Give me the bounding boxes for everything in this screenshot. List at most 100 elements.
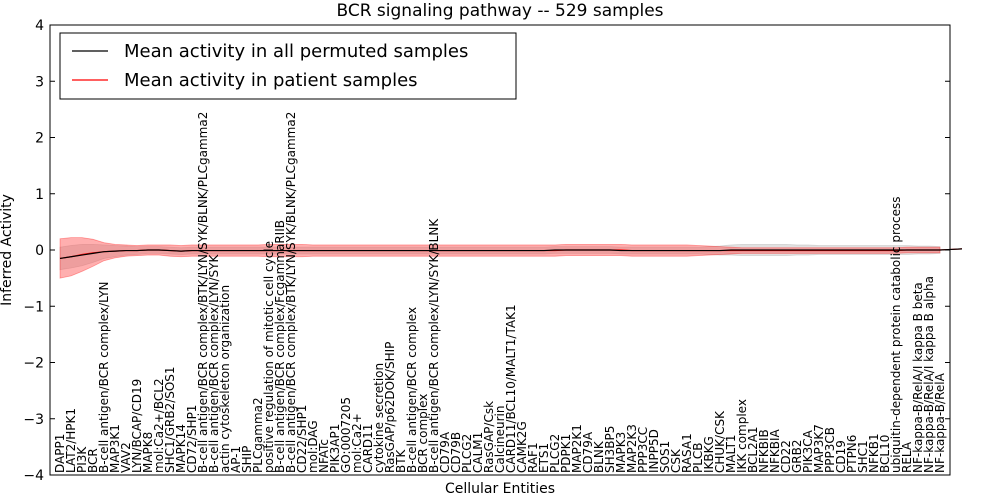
x-tick-label: CARD11 (361, 424, 375, 473)
x-tick-label: RasGAP/p62DOK/SHIP (383, 342, 397, 473)
y-tick-label: 0 (35, 243, 44, 259)
y-tick-label: −3 (23, 412, 44, 428)
x-tick-label: B-cell antigen/BCR complex/BTK/LYN/SYK/B… (284, 112, 298, 473)
x-tick-label: MAP3K1 (108, 424, 122, 473)
x-tick-label: NFKBIB (757, 429, 771, 473)
x-tick-label: DAPP1 (53, 434, 67, 473)
x-tick-label: B-cell antigen/BCR complex (405, 307, 419, 473)
x-tick-label: BCR complex (416, 394, 430, 473)
y-tick-label: 2 (35, 131, 44, 147)
x-tick-label: PPP3CB (823, 427, 837, 473)
x-tick-label: PLCG2 (460, 434, 474, 473)
x-tick-label: mol:Ca2+/BCL2 (152, 378, 166, 473)
x-tick-label: B-cell antigen/BCR complex/FcgammaRIIB (273, 220, 287, 473)
legend-label-permuted: Mean activity in all permuted samples (124, 41, 468, 62)
x-tick-label: MAP2K1 (570, 424, 584, 473)
x-tick-label: IKBKG (702, 436, 716, 473)
x-tick-label: RELA (900, 441, 914, 473)
y-tick-label: −4 (23, 468, 44, 484)
x-tick-label: PIK3CA (801, 429, 815, 473)
x-tick-label: MAP2K3 (625, 424, 639, 473)
x-tick-label: PLCG2 (548, 434, 562, 473)
x-tick-label: cytokine secretion (372, 363, 386, 473)
x-tick-label: MAPK14 (174, 424, 188, 473)
x-tick-label: CD72/SHP1 (185, 405, 199, 473)
line-permuted (59, 248, 963, 260)
chart-title: BCR signaling pathway -- 529 samples (336, 1, 663, 21)
x-tick-label: CD79A (438, 431, 452, 473)
x-tick-label: LYN/BCAP/CD19 (130, 379, 144, 473)
x-tick-label: positive regulation of mitotic cell cycl… (262, 241, 276, 473)
x-tick-label: GO:0007205 (339, 397, 353, 473)
x-tick-label: NFATc (317, 439, 331, 473)
x-tick-label: RAF1 (526, 442, 540, 473)
x-tick-label: SH3BP5 (603, 426, 617, 473)
x-tick-label: NFKBIA (768, 428, 782, 473)
x-tick-label: CD22/SHP1 (295, 405, 309, 473)
x-tick-label: MALT1 (724, 434, 738, 473)
x-tick-label: PLCB (691, 442, 705, 473)
legend-box (59, 32, 517, 100)
x-tick-label: SHIP (240, 446, 254, 473)
y-tick-label: 3 (35, 74, 44, 90)
x-tick-label: CALM1 (471, 432, 485, 473)
x-tick-label: CARD11/BCL10/MALT1/TAK1 (504, 304, 518, 473)
y-axis-label: Inferred Activity (0, 194, 15, 306)
x-tick-label: MAPK8 (141, 432, 155, 473)
y-tick-label: −2 (23, 356, 44, 372)
x-tick-label: SHC1 (856, 440, 870, 473)
legend-label-patient: Mean activity in patient samples (124, 70, 418, 91)
x-tick-label: BCR (86, 448, 100, 473)
x-tick-label: MAP3K7 (812, 424, 826, 473)
x-tick-label: ETS1 (537, 443, 551, 473)
x-tick-label: mol:Ca2+ (350, 413, 364, 473)
y-tick-label: 1 (35, 187, 44, 203)
x-tick-label: VAV2 (119, 442, 133, 473)
x-tick-label: Calcineurin (493, 406, 507, 473)
x-tick-label: PI3K (75, 446, 89, 473)
x-tick-label: AP-1 (229, 446, 243, 473)
x-tick-label: CD22 (779, 440, 793, 473)
x-tick-label: MAPK3 (614, 432, 628, 473)
x-tick-label: B-cell antigen/BCR complex/LYN/SYK (207, 253, 221, 473)
x-tick-label: BLNK (592, 440, 606, 473)
y-tick-label: −1 (23, 299, 44, 315)
x-tick-label: PLCgamma2 (251, 397, 265, 473)
x-tick-label: B-cell antigen/BCR complex/LYN/SYK/BLNK (427, 218, 441, 473)
series-lines (59, 248, 963, 260)
x-tick-label: mol:DAG (306, 420, 320, 473)
confidence-bands (59, 237, 941, 279)
x-tick-label: GRB2 (790, 439, 804, 473)
x-tick-label: CD79B (449, 432, 463, 473)
x-tick-label: CHUK/CSK (713, 410, 727, 473)
x-tick-label: NF-kappa-B/RelA/I kappa B beta (911, 282, 925, 473)
x-tick-label: BCL2A1 (746, 426, 760, 473)
x-tick-label: SOS1 (658, 441, 672, 473)
x-tick-label: NF-kappa-B/RelA (933, 372, 947, 473)
x-tick-label: LAT2/HPK1 (64, 408, 78, 473)
x-tick-label: NFKB1 (867, 433, 881, 473)
x-tick-label: B-cell antigen/BCR complex/BTK/LYN/SYK/B… (196, 112, 210, 473)
x-tick-label: PPP3CC (636, 427, 650, 473)
x-axis-label: Cellular Entities (445, 481, 555, 497)
x-tick-label: SHC1/GRB2/SOS1 (163, 366, 177, 473)
x-tick-label: BTK (394, 448, 408, 473)
x-tick-label: CD79A (581, 431, 595, 473)
x-tick-label: B-cell antigen/BCR complex/LYN (97, 281, 111, 473)
x-tick-label: CAMK2G (515, 421, 529, 473)
legend: Mean activity in all permuted samples Me… (59, 32, 517, 100)
x-tick-label: PDPK1 (559, 434, 573, 473)
x-tick-label: INPP5D (647, 429, 661, 473)
x-tick-label: actin cytoskeleton organization (218, 285, 232, 473)
x-tick-label: RasGAP/Csk (482, 401, 496, 473)
y-tick-label: 4 (35, 18, 44, 34)
y-axis-ticks: −4 −3 −2 −1 0 1 2 3 4 (23, 18, 950, 484)
x-tick-label: RASA1 (680, 433, 694, 473)
x-tick-label: CD19 (834, 440, 848, 473)
x-tick-label: ubiquitin-dependent protein catabolic pr… (889, 197, 903, 473)
x-tick-label: IKK complex (735, 399, 749, 473)
x-tick-label: NF-kappa-B/RelA/I kappa B alpha (922, 276, 936, 473)
x-tick-label: PTPN6 (845, 435, 859, 473)
